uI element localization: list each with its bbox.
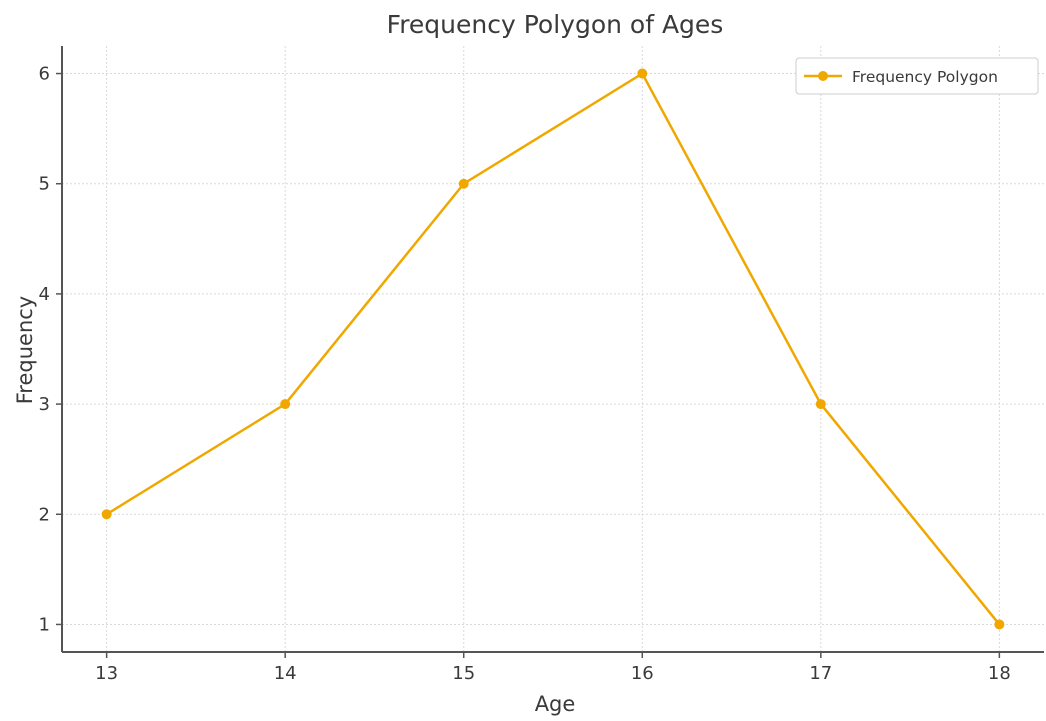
y-tick-label: 3 — [39, 394, 50, 415]
axes-layer — [56, 46, 1044, 658]
x-axis-label: Age — [535, 692, 576, 716]
legend: Frequency Polygon — [795, 57, 1039, 95]
x-tick-label: 15 — [452, 663, 475, 684]
data-point — [101, 509, 112, 520]
legend-entry-label: Frequency Polygon — [852, 68, 998, 86]
legend-box — [795, 57, 1039, 95]
y-tick-label: 6 — [39, 64, 50, 85]
data-point — [815, 399, 826, 410]
x-tick-label: 13 — [95, 663, 118, 684]
chart-title: Frequency Polygon of Ages — [387, 10, 724, 39]
data-point — [994, 619, 1005, 630]
y-tick-label: 5 — [39, 174, 50, 195]
x-tick-label: 16 — [631, 663, 654, 684]
y-tick-label: 2 — [39, 504, 50, 525]
x-tick-label: 14 — [274, 663, 297, 684]
grid-layer — [62, 46, 1044, 652]
legend-marker-swatch — [818, 71, 828, 81]
data-point — [637, 68, 648, 79]
y-axis-label: Frequency — [13, 296, 37, 405]
series-line — [105, 72, 1001, 626]
data-point — [458, 178, 469, 189]
y-tick-label: 1 — [39, 614, 50, 635]
tick-labels: 13 14 15 16 17 18 1 2 3 4 5 6 — [39, 64, 1011, 684]
x-tick-label: 18 — [988, 663, 1011, 684]
y-tick-label: 4 — [39, 284, 50, 305]
series-layer — [101, 68, 1005, 630]
x-tick-label: 17 — [809, 663, 832, 684]
data-point — [280, 399, 291, 410]
